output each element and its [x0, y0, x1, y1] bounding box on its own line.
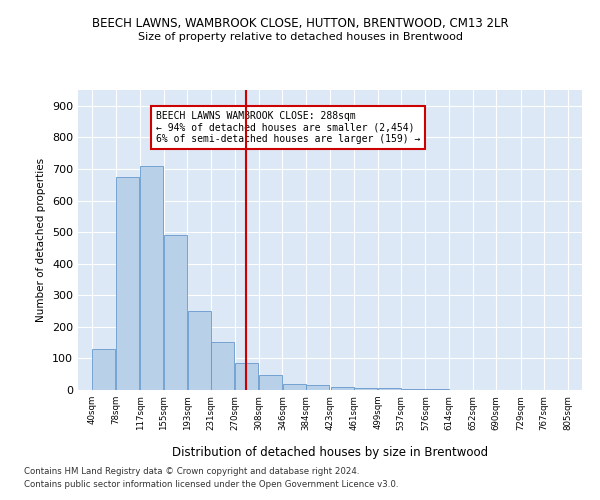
Text: Contains public sector information licensed under the Open Government Licence v3: Contains public sector information licen…	[24, 480, 398, 489]
Text: BEECH LAWNS, WAMBROOK CLOSE, HUTTON, BRENTWOOD, CM13 2LR: BEECH LAWNS, WAMBROOK CLOSE, HUTTON, BRE…	[92, 18, 508, 30]
Bar	[307, 386, 329, 390]
Bar	[331, 387, 353, 390]
Bar	[164, 236, 187, 390]
Bar	[401, 389, 425, 390]
Bar	[235, 363, 259, 390]
Bar	[378, 388, 401, 390]
Bar	[116, 177, 139, 390]
Text: BEECH LAWNS WAMBROOK CLOSE: 288sqm
← 94% of detached houses are smaller (2,454)
: BEECH LAWNS WAMBROOK CLOSE: 288sqm ← 94%…	[156, 111, 421, 144]
Text: Contains HM Land Registry data © Crown copyright and database right 2024.: Contains HM Land Registry data © Crown c…	[24, 467, 359, 476]
Bar	[354, 388, 377, 390]
Bar	[211, 342, 234, 390]
Bar	[188, 311, 211, 390]
Bar	[283, 384, 306, 390]
Text: Size of property relative to detached houses in Brentwood: Size of property relative to detached ho…	[137, 32, 463, 42]
Bar	[140, 166, 163, 390]
Text: Distribution of detached houses by size in Brentwood: Distribution of detached houses by size …	[172, 446, 488, 459]
Y-axis label: Number of detached properties: Number of detached properties	[37, 158, 46, 322]
Bar	[92, 349, 115, 390]
Bar	[259, 375, 282, 390]
